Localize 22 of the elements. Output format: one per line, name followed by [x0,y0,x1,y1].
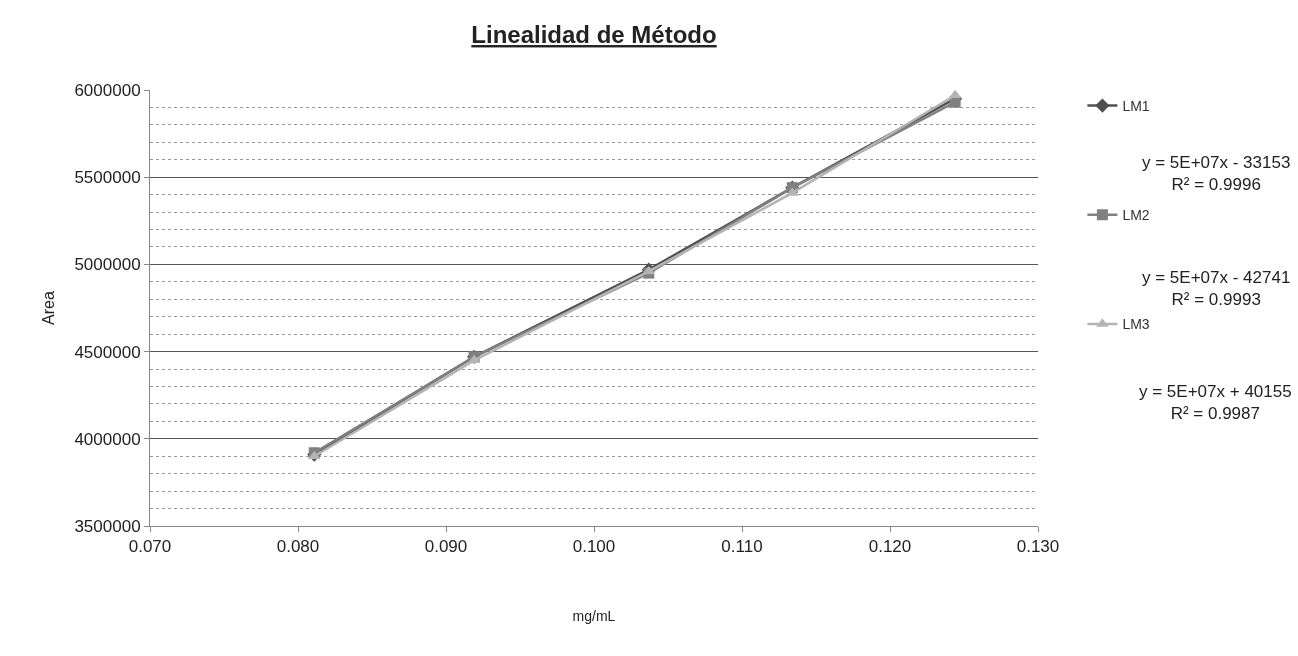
x-tick-label: 0.120 [868,537,912,557]
y-axis-title: Area [40,291,58,325]
x-tick-label: 0.080 [276,537,320,557]
y-tick-label: 5500000 [74,168,141,188]
y-tick-label: 5000000 [74,255,141,275]
text: y = 5E+07x - 33153 R² = 0.9996 [1142,153,1291,195]
x-axis-title: mg/mL [572,607,616,624]
text: y = 5E+07x + 40155 R² = 0.9987 [1139,382,1292,424]
legend-label: LM1 [1122,98,1150,115]
x-tick-label: 0.070 [128,537,172,557]
x-tick-label: 0.090 [424,537,468,557]
y-tick-label: 4000000 [74,429,141,449]
x-tick-label: 0.110 [721,537,763,557]
legend-label: LM2 [1122,207,1150,224]
y-tick-label: 6000000 [74,80,141,100]
y-tick-label: 3500000 [74,516,141,536]
legend-label: LM3 [1122,316,1150,333]
x-tick-label: 0.130 [1016,537,1060,557]
x-tick-label: 0.100 [572,537,616,557]
chart-title: Linealidad de Método [471,21,717,49]
y-tick-label: 4500000 [74,342,141,362]
text: y = 5E+07x - 42741 R² = 0.9993 [1142,268,1291,310]
